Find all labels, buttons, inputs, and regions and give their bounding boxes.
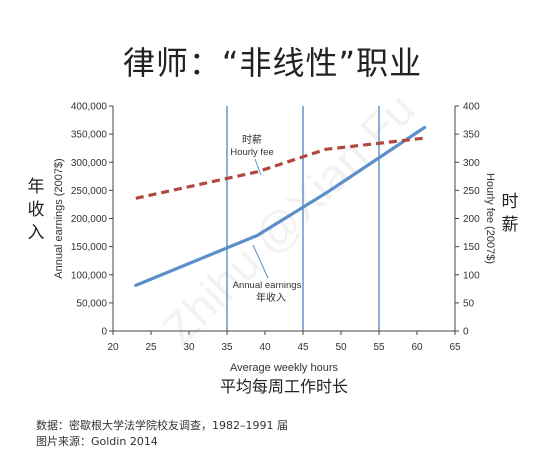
- x-tick-label: 60: [411, 342, 423, 353]
- x-tick-label: 65: [449, 342, 461, 353]
- y-left-axis-label-cn-char: 收: [28, 200, 45, 220]
- footer-source: 数据：密歇根大学法学院校友调查，1982–1991 届: [36, 419, 288, 432]
- x-tick-label: 35: [221, 342, 233, 353]
- y-left-tick-label: 200,000: [71, 214, 108, 225]
- axes: [109, 105, 459, 335]
- y-right-tick-label: 350: [463, 130, 480, 141]
- y-right-tick-label: 200: [463, 214, 480, 225]
- chart-title: 律师：“非线性”职业: [122, 44, 423, 82]
- x-tick-label: 55: [373, 342, 385, 353]
- annual-earnings-annotation: Annual earnings: [233, 280, 302, 291]
- footer-credit: 图片来源：Goldin 2014: [36, 435, 158, 448]
- y-right-tick-label: 300: [463, 158, 480, 169]
- annual-earnings-annotation-cn: 年收入: [256, 291, 286, 304]
- y-right-tick-label: 250: [463, 186, 480, 197]
- watermark-text: Zhihu @Xian Fu: [153, 83, 425, 355]
- y-left-tick-label: 400,000: [71, 102, 108, 113]
- x-axis-label-cn: 平均每周工作时长: [220, 377, 348, 396]
- y-left-tick-label: 300,000: [71, 158, 108, 169]
- series-line-hourly-fee: [135, 136, 425, 200]
- x-tick-label: 40: [259, 342, 271, 353]
- y-left-tick-label: 350,000: [71, 130, 108, 141]
- x-tick-label: 30: [183, 342, 195, 353]
- hourly-fee-annotation: Hourly fee: [230, 147, 273, 158]
- y-left-tick-label: 0: [101, 327, 107, 338]
- y-left-tick-label: 250,000: [71, 186, 108, 197]
- y-left-axis-label-cn-char: 入: [28, 223, 45, 243]
- y-right-axis-label-cn-char: 时: [502, 192, 519, 212]
- series-line-annual-earnings: [134, 125, 427, 287]
- x-axis-label: Average weekly hours: [230, 362, 339, 374]
- y-right-axis-label: Hourly fee (2007$): [484, 173, 496, 264]
- y-right-tick-label: 100: [463, 270, 480, 281]
- y-left-axis-label-cn-char: 年: [28, 177, 45, 197]
- series-lines: [134, 125, 427, 287]
- y-right-tick-label: 400: [463, 102, 480, 113]
- y-left-tick-label: 100,000: [71, 270, 108, 281]
- y-right-tick-label: 150: [463, 242, 480, 253]
- y-left-tick-label: 150,000: [71, 242, 108, 253]
- watermark: Zhihu @Xian Fu: [153, 83, 425, 355]
- y-left-axis-label: Annual earnings (2007$): [53, 158, 65, 278]
- hourly-fee-pointer: [254, 158, 262, 176]
- y-left-tick-label: 50,000: [76, 298, 107, 309]
- x-tick-label: 45: [297, 342, 309, 353]
- hourly-fee-annotation-cn: 时薪: [242, 134, 262, 146]
- y-right-tick-label: 50: [463, 298, 475, 309]
- axis-labels: Average weekly hours 平均每周工作时长 Annual earni…: [28, 134, 519, 396]
- x-tick-label: 25: [145, 342, 157, 353]
- annual-earnings-pointer: [252, 244, 269, 279]
- y-right-axis-label-cn-char: 薪: [502, 215, 519, 235]
- y-right-tick-label: 0: [463, 327, 469, 338]
- x-tick-label: 20: [107, 342, 119, 353]
- x-tick-label: 50: [335, 342, 347, 353]
- tick-labels: 20 25 30 35 40 45 50 55 60 65050,000100,000150,00…: [71, 102, 480, 354]
